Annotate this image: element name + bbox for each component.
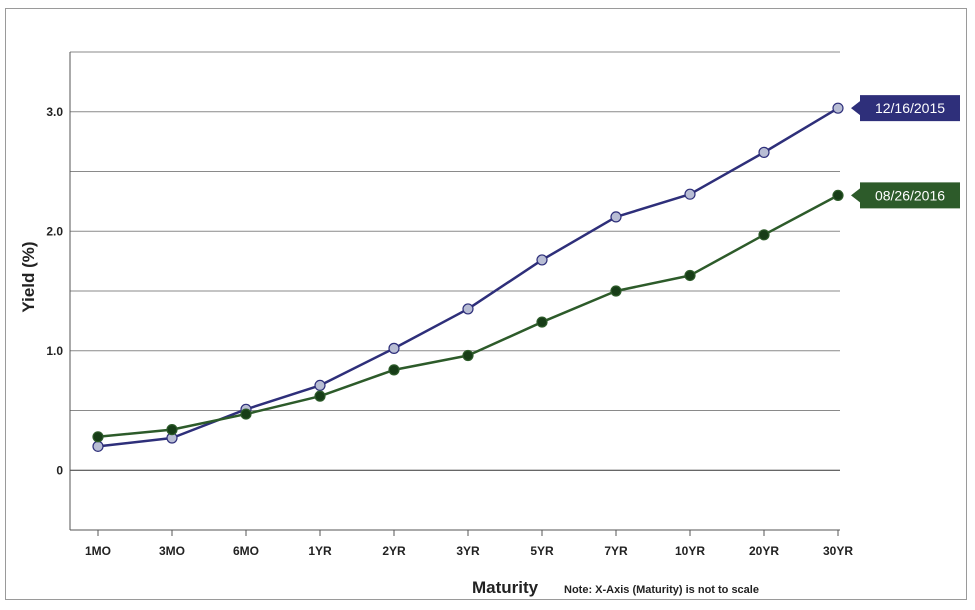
x-tick-label: 2YR — [382, 544, 406, 558]
data-point — [610, 211, 622, 223]
data-point — [684, 269, 696, 282]
y-tick-label: 1.0 — [46, 344, 63, 358]
chart-frame — [5, 8, 967, 600]
x-tick-labels: 1MO 3MO 6MO 1YR 2YR 3YR 5YR 7YR 10YR 20YR 30YR — [85, 530, 853, 558]
x-tick-label: 5YR — [530, 544, 554, 558]
data-point — [536, 316, 548, 328]
series-tags: 12/16/2015 08/26/2016 — [851, 95, 960, 209]
data-point — [314, 390, 326, 402]
series-tag — [851, 182, 960, 209]
data-point — [240, 408, 252, 420]
x-axis-note: Note: X-Axis (Maturity) is not to scale — [564, 584, 759, 596]
x-tick-label: 1MO — [85, 544, 111, 558]
data-point — [758, 146, 770, 158]
gridlines — [70, 51, 840, 471]
x-axis-title: Maturity — [472, 578, 539, 597]
x-tick-label: 7YR — [604, 544, 628, 558]
data-point — [92, 431, 104, 443]
data-point — [166, 424, 178, 436]
x-tick-label: 3YR — [456, 544, 480, 558]
data-point — [536, 254, 548, 266]
series-tag-label: 12/16/2015 — [875, 100, 945, 116]
data-point — [758, 229, 770, 241]
series-tag — [851, 95, 960, 122]
x-tick-label: 6MO — [233, 544, 259, 558]
data-point — [684, 188, 696, 200]
y-tick-label: 0 — [56, 463, 63, 477]
y-tick-label: 3.0 — [46, 105, 63, 119]
series-tag-label: 08/26/2016 — [875, 187, 945, 203]
data-point — [388, 364, 400, 376]
data-point — [388, 342, 400, 354]
y-tick-label: 2.0 — [46, 224, 63, 238]
data-point — [832, 189, 844, 201]
data-point — [610, 285, 622, 297]
x-tick-label: 1YR — [308, 544, 332, 558]
data-point — [462, 349, 474, 362]
data-point — [462, 303, 474, 315]
data-point — [832, 102, 844, 114]
series-group — [92, 102, 844, 452]
x-tick-label: 30YR — [823, 544, 853, 558]
x-tick-label: 20YR — [749, 544, 779, 558]
data-point — [314, 379, 326, 392]
x-tick-label: 10YR — [675, 544, 705, 558]
series-line — [97, 107, 839, 448]
y-axis-title: Yield (%) — [19, 241, 38, 312]
x-tick-label: 3MO — [159, 544, 185, 558]
y-tick-labels: 0 1.0 2.0 3.0 — [46, 105, 63, 478]
data-point — [92, 440, 104, 452]
